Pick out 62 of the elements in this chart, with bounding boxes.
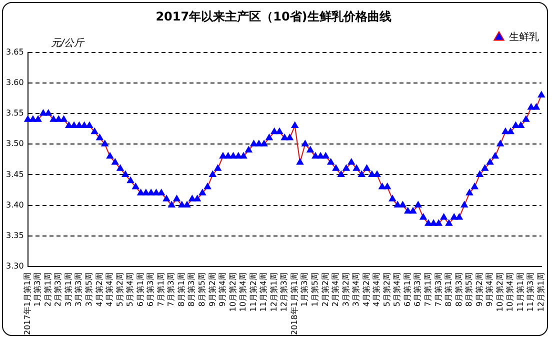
x-tick-label: 4月第4周	[372, 272, 382, 307]
legend-label: 生鲜乳	[509, 30, 539, 43]
x-tick-label: 7月第1周	[423, 272, 432, 307]
x-tick-label: 12月第3周	[280, 272, 289, 312]
y-tick-label: 3.50	[6, 139, 24, 148]
x-tick-label: 4月第2周	[94, 272, 104, 307]
x-tick-label: 3月第3周	[74, 272, 84, 307]
x-tick-label: 8月第5周	[198, 272, 207, 307]
y-tick-label: 3.40	[6, 200, 24, 210]
x-tick-label: 8月第1周	[444, 272, 454, 307]
y-tick-label: 3.30	[6, 262, 24, 271]
x-tick-label: 2月第1周	[43, 272, 52, 307]
x-tick-label: 2017年1月第1周	[22, 272, 32, 336]
y-axis-title: 元/公斤	[50, 36, 86, 49]
x-tick-label: 11月第1周	[516, 272, 525, 312]
y-tick-label: 3.35	[6, 230, 24, 240]
x-tick-label: 10月第4周	[238, 272, 248, 312]
x-tick-label: 9月第4周	[485, 272, 494, 307]
x-tick-label: 9月第2周	[208, 272, 217, 307]
x-tick-label: 5月第2周	[382, 272, 392, 307]
x-tick-label: 9月第4周	[218, 272, 228, 307]
x-tick-label: 12月第1周	[536, 272, 546, 312]
y-tick-label: 3.60	[6, 78, 24, 88]
y-tick-label: 3.45	[6, 170, 24, 179]
x-tick-label: 5月第4周	[392, 272, 402, 307]
x-tick-label: 10月第2周	[228, 272, 238, 312]
x-tick-label: 7月第1周	[156, 272, 166, 307]
x-tick-label: 11月第3周	[526, 272, 536, 312]
x-tick-label: 11月第4周	[259, 272, 268, 312]
x-tick-label: 12月第1周	[269, 272, 278, 312]
x-tick-label: 4月第4周	[105, 272, 114, 307]
x-tick-label: 7月第3周	[166, 272, 176, 307]
x-tick-label: 6月第1周	[402, 272, 412, 307]
x-tick-label: 3月第1周	[64, 272, 73, 307]
y-tick-label: 3.55	[6, 108, 24, 118]
x-tick-label: 8月第3周	[454, 272, 464, 307]
x-tick-label: 8月第5周	[464, 272, 474, 307]
y-tick-label: 3.65	[6, 47, 24, 56]
x-tick-label: 10月第4周	[506, 272, 515, 312]
x-tick-label: 2月第2周	[320, 272, 330, 307]
x-tick-label: 9月第2周	[474, 272, 484, 307]
x-tick-label: 8月第1周	[176, 272, 186, 307]
x-tick-label: 3月第4周	[352, 272, 361, 307]
x-tick-label: 11月第2周	[248, 272, 258, 312]
x-tick-label: 6月第3周	[146, 272, 156, 307]
x-tick-label: 2月第4周	[331, 272, 340, 307]
x-tick-label: 6月第1周	[136, 272, 145, 307]
x-tick-label: 8月第3周	[187, 272, 196, 307]
x-tick-label: 2018年1月第1周	[290, 272, 299, 336]
x-tick-label: 5月第4周	[126, 272, 135, 307]
x-tick-label: 7月第3周	[434, 272, 443, 307]
x-tick-label: 10月第2周	[495, 272, 504, 312]
x-tick-label: 1月第5周	[310, 272, 320, 307]
x-tick-label: 1月第3周	[33, 272, 42, 307]
x-tick-label: 2月第3周	[54, 272, 63, 307]
x-tick-label: 3月第5周	[84, 272, 94, 307]
x-tick-label: 1月第3周	[300, 272, 310, 307]
chart-title: 2017年以来主产区（10省)生鲜乳价格曲线	[156, 9, 392, 24]
x-tick-label: 3月第2周	[341, 272, 350, 307]
x-tick-label: 4月第2周	[362, 272, 371, 307]
x-tick-label: 5月第2周	[115, 272, 124, 307]
x-tick-label: 6月第3周	[413, 272, 422, 307]
